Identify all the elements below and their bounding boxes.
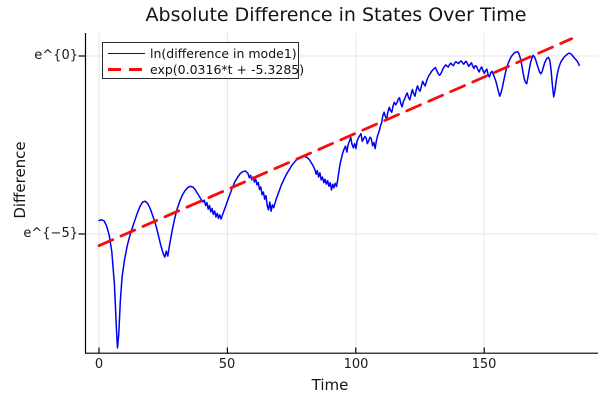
legend-item-series1: ln(difference in mode1) [103, 45, 298, 61]
legend: ln(difference in mode1) exp(0.0316*t + -… [102, 42, 304, 79]
legend-item-series2: exp(0.0316*t + -5.3285) [103, 61, 304, 77]
x-tick-label-0: 0 [94, 357, 104, 372]
y-tick-label-e-5: e^{−5} [23, 226, 78, 241]
x-tick-label-50: 50 [218, 357, 236, 372]
axes [78, 33, 598, 354]
legend-line-sample-red [108, 67, 145, 71]
series-line-2 [97, 37, 573, 248]
x-axis-label: Time [311, 376, 349, 394]
legend-label-series1: ln(difference in mode1) [150, 45, 297, 61]
x-tick-label-100: 100 [343, 357, 369, 372]
x-tick-label-150: 150 [471, 357, 497, 372]
y-axis-label: Difference [11, 141, 29, 219]
y-tick-label-e0: e^{0} [34, 48, 78, 63]
series-layer [97, 37, 581, 349]
legend-label-series2: exp(0.0316*t + -5.3285) [150, 61, 305, 77]
chart-title: Absolute Difference in States Over Time [145, 4, 527, 26]
gridlines [85, 33, 598, 353]
series-line-1 [98, 50, 581, 349]
legend-line-sample-blue [108, 52, 145, 54]
